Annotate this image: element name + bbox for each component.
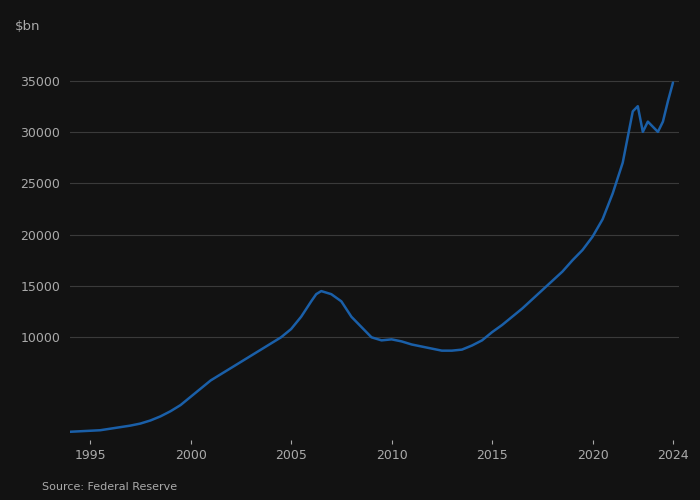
Text: Source: Federal Reserve: Source: Federal Reserve xyxy=(42,482,177,492)
Text: $bn: $bn xyxy=(15,20,41,34)
